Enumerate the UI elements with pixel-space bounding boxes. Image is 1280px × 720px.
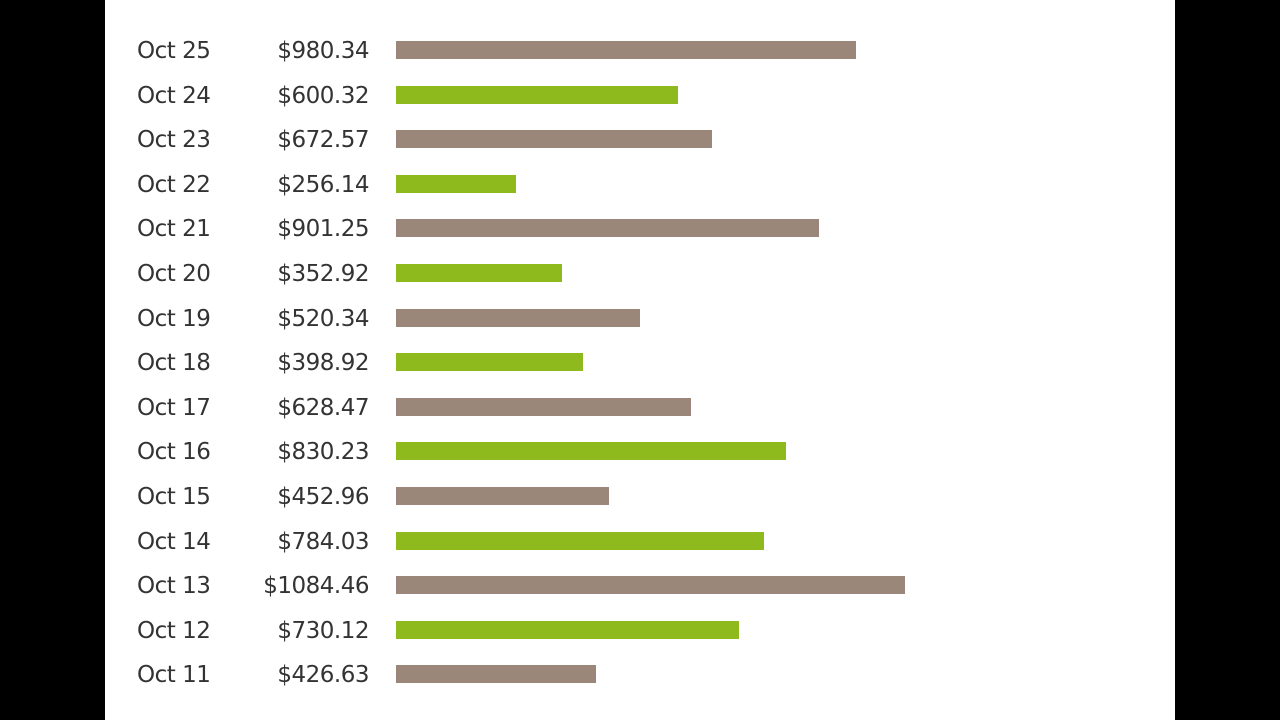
bar: [396, 85, 678, 104]
bar: [396, 576, 905, 595]
category-label: Oct 24: [137, 82, 211, 109]
value-label: $426.63: [277, 662, 369, 689]
category-label: Oct 14: [137, 528, 211, 555]
bar: [396, 531, 764, 550]
category-label: Oct 18: [137, 350, 211, 377]
value-label: $672.57: [277, 127, 369, 154]
bar: [396, 308, 641, 327]
bar: [396, 130, 712, 149]
value-label: $398.92: [277, 350, 369, 377]
bar-row: Oct 11 $426.63: [105, 654, 1175, 694]
bar: [396, 353, 584, 372]
value-label: $628.47: [277, 394, 369, 421]
category-label: Oct 17: [137, 394, 211, 421]
bar: [396, 41, 857, 59]
value-label: $730.12: [277, 617, 369, 644]
bar-row: Oct 21 $901.25: [105, 208, 1175, 248]
bar-row: Oct 25 $980.34: [105, 30, 1175, 70]
bar-row: Oct 22 $256.14: [105, 164, 1175, 204]
value-label: $352.92: [277, 261, 369, 287]
category-label: Oct 25: [137, 38, 211, 64]
bar: [396, 397, 691, 416]
bar-row: Oct 23 $672.57: [105, 119, 1175, 159]
bar-row: Oct 17 $628.47: [105, 387, 1175, 427]
bar: [396, 174, 517, 193]
category-label: Oct 23: [137, 127, 211, 154]
value-label: $1084.46: [263, 573, 369, 600]
bar-row: Oct 14 $784.03: [105, 521, 1175, 561]
value-label: $830.23: [277, 439, 369, 466]
category-label: Oct 15: [137, 484, 211, 510]
value-label: $980.34: [277, 38, 369, 64]
category-label: Oct 11: [137, 662, 211, 689]
bar: [396, 620, 739, 639]
category-label: Oct 19: [137, 305, 211, 332]
bar: [396, 442, 786, 461]
category-label: Oct 13: [137, 573, 211, 600]
bar-row: Oct 12 $730.12: [105, 610, 1175, 650]
value-label: $256.14: [277, 171, 369, 198]
bar-row: Oct 20 $352.92: [105, 253, 1175, 293]
bar-row: Oct 13 $1084.46: [105, 565, 1175, 605]
bar-row: Oct 24 $600.32: [105, 75, 1175, 115]
value-label: $784.03: [277, 528, 369, 555]
value-label: $600.32: [277, 82, 369, 109]
bar-row: Oct 18 $398.92: [105, 342, 1175, 382]
bar: [396, 264, 562, 282]
bar-row: Oct 16 $830.23: [105, 431, 1175, 471]
value-label: $452.96: [277, 484, 369, 510]
category-label: Oct 12: [137, 617, 211, 644]
category-label: Oct 20: [137, 261, 211, 287]
category-label: Oct 22: [137, 171, 211, 198]
value-label: $520.34: [277, 305, 369, 332]
bar: [396, 665, 597, 684]
bar-row: Oct 15 $452.96: [105, 476, 1175, 516]
bar: [396, 219, 819, 238]
category-label: Oct 16: [137, 439, 211, 466]
bar: [396, 487, 609, 505]
category-label: Oct 21: [137, 216, 211, 243]
value-label: $901.25: [277, 216, 369, 243]
chart-panel: Oct 25 $980.34 Oct 24 $600.32 Oct 23 $672.57 O…: [105, 0, 1175, 720]
bar-row: Oct 19 $520.34: [105, 298, 1175, 338]
